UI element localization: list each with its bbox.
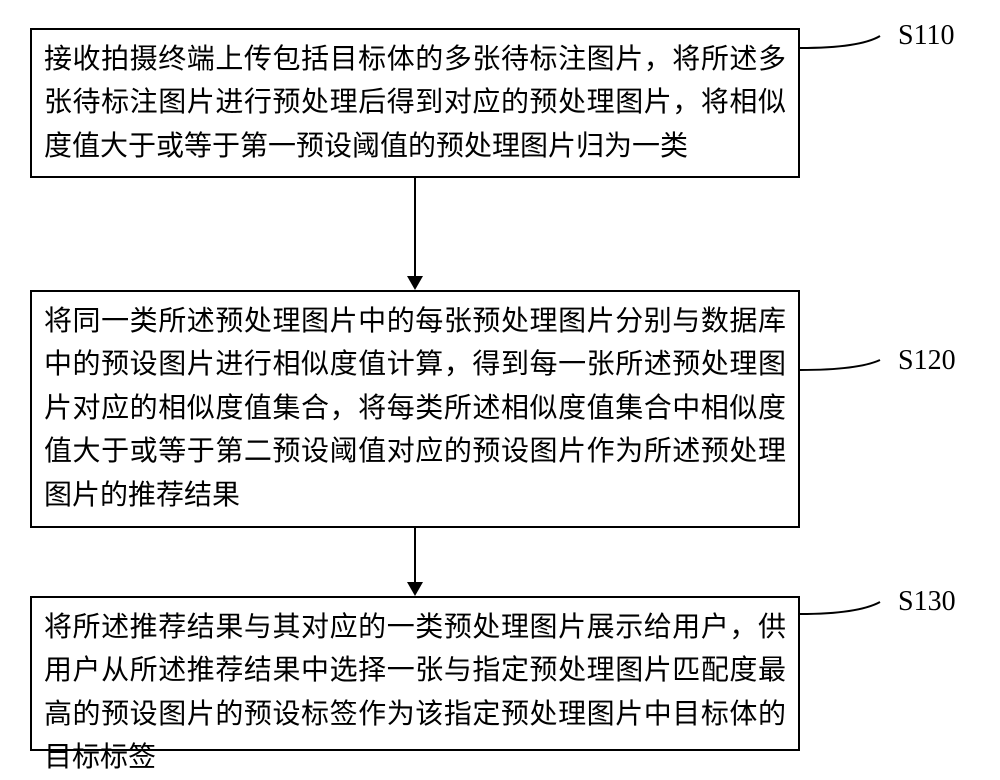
label-connector-s120 — [800, 360, 880, 370]
label-connector-s110 — [800, 36, 880, 48]
svg-overlay — [0, 0, 1000, 779]
arrow-s110-to-s120 — [407, 178, 423, 290]
label-connector-s130 — [800, 602, 880, 614]
flowchart-canvas: 接收拍摄终端上传包括目标体的多张待标注图片，将所述多张待标注图片进行预处理后得到… — [0, 0, 1000, 779]
arrow-s120-to-s130 — [407, 528, 423, 596]
